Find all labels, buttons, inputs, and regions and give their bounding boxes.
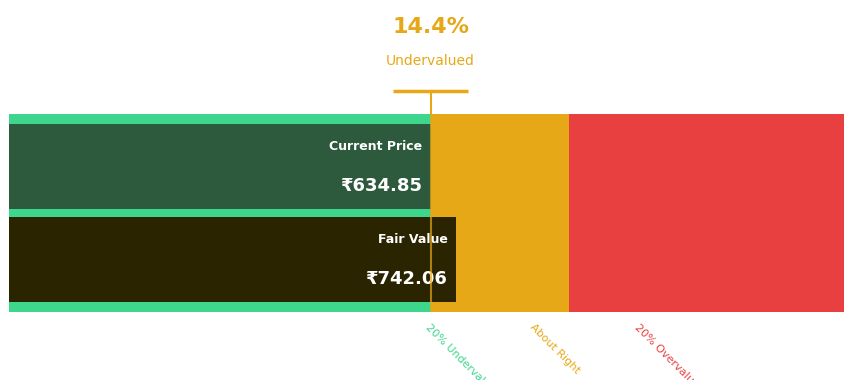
Bar [9, 124, 430, 209]
Text: 14.4%: 14.4% [392, 17, 469, 37]
Text: 20% Undervalued: 20% Undervalued [423, 322, 501, 380]
Text: About Right: About Right [527, 322, 581, 375]
Bar [9, 217, 455, 302]
Bar [430, 114, 568, 312]
Bar [568, 114, 843, 312]
Text: Undervalued: Undervalued [386, 54, 475, 68]
Text: ₹742.06: ₹742.06 [366, 270, 446, 288]
Text: 20% Overvalued: 20% Overvalued [632, 322, 705, 380]
Bar [9, 114, 430, 312]
Text: ₹634.85: ₹634.85 [340, 177, 422, 195]
Text: Current Price: Current Price [329, 140, 422, 153]
Text: Fair Value: Fair Value [377, 233, 446, 246]
